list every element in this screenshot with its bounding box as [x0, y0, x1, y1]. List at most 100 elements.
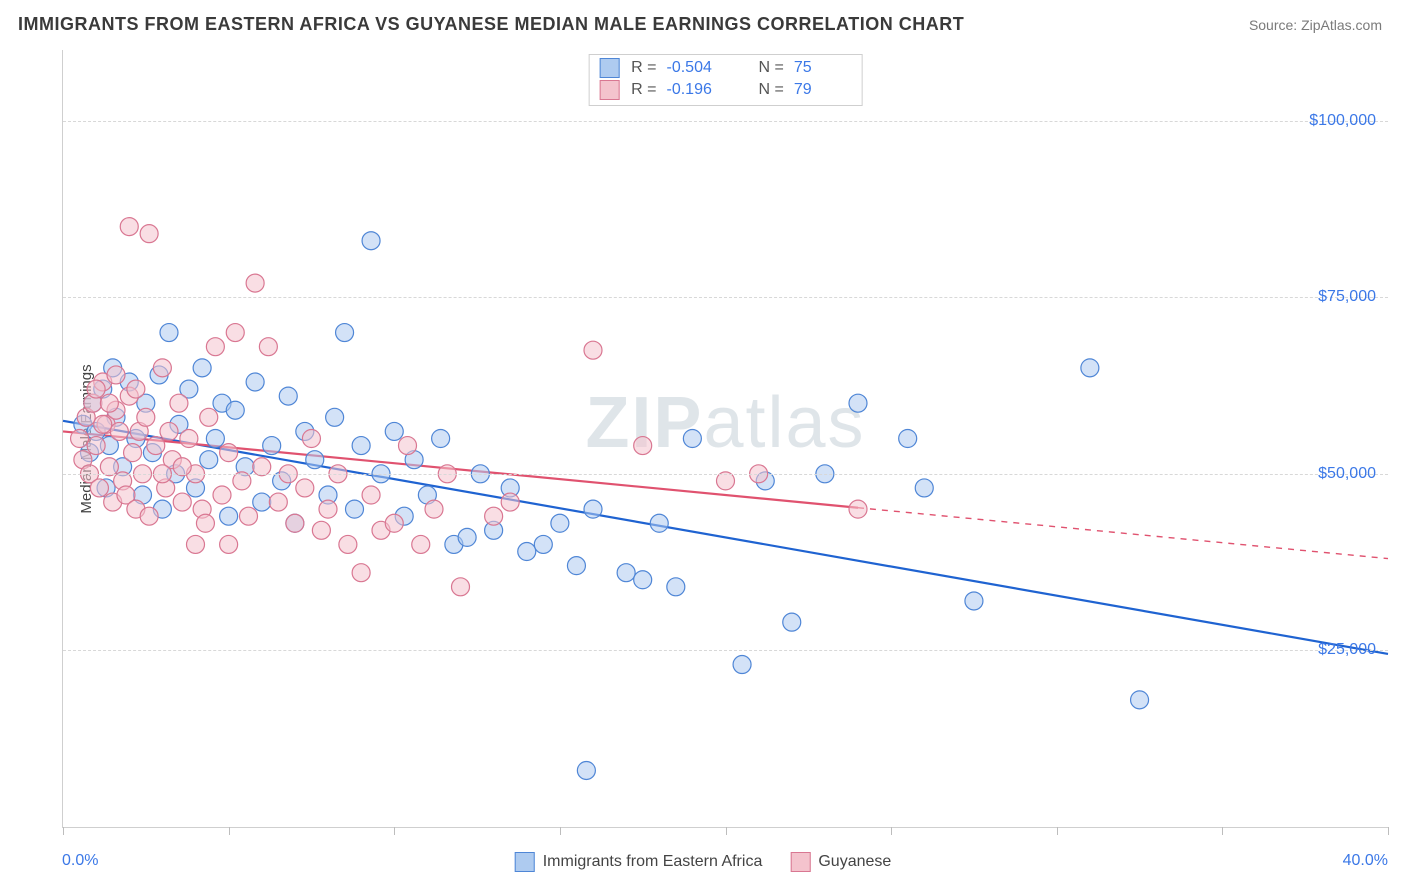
- corr-n-label: N =: [759, 57, 784, 79]
- y-tick-label: $25,000: [1318, 641, 1376, 659]
- data-point-guyanese: [147, 437, 165, 455]
- x-axis-max-label: 40.0%: [1343, 852, 1388, 870]
- data-point-guyanese: [213, 486, 231, 504]
- data-point-guyanese: [153, 359, 171, 377]
- data-point-guyanese: [87, 380, 105, 398]
- data-point-guyanese: [187, 535, 205, 553]
- data-point-eastern_africa: [783, 613, 801, 631]
- data-point-eastern_africa: [346, 500, 364, 518]
- data-point-guyanese: [226, 324, 244, 342]
- data-point-eastern_africa: [458, 528, 476, 546]
- data-point-guyanese: [269, 493, 287, 511]
- data-point-eastern_africa: [432, 430, 450, 448]
- y-tick-label: $50,000: [1318, 465, 1376, 483]
- corr-row-eastern_africa: R = -0.504 N = 75: [599, 57, 850, 79]
- data-point-guyanese: [399, 437, 417, 455]
- data-point-eastern_africa: [246, 373, 264, 391]
- data-point-guyanese: [412, 535, 430, 553]
- corr-r-value-guyanese: -0.196: [667, 79, 723, 101]
- legend-label: Immigrants from Eastern Africa: [543, 853, 763, 871]
- data-point-guyanese: [173, 493, 191, 511]
- data-point-eastern_africa: [1081, 359, 1099, 377]
- data-point-guyanese: [312, 521, 330, 539]
- data-point-guyanese: [127, 380, 145, 398]
- regression-line-eastern_africa: [63, 421, 1388, 654]
- data-point-guyanese: [501, 493, 519, 511]
- x-axis-min-label: 0.0%: [62, 852, 98, 870]
- legend-swatch: [790, 852, 810, 872]
- data-point-eastern_africa: [263, 437, 281, 455]
- correlation-legend: R = -0.504 N = 75 R = -0.196 N = 79: [588, 54, 863, 106]
- corr-n-label: N =: [759, 79, 784, 101]
- x-tick: [726, 827, 727, 835]
- gridline: [63, 297, 1388, 298]
- data-point-guyanese: [200, 408, 218, 426]
- data-point-eastern_africa: [200, 451, 218, 469]
- data-point-guyanese: [120, 218, 138, 236]
- data-point-guyanese: [180, 430, 198, 448]
- corr-r-label: R =: [631, 79, 656, 101]
- bottom-legend: Immigrants from Eastern Africa Guyanese: [515, 852, 892, 872]
- data-point-eastern_africa: [253, 493, 271, 511]
- data-point-guyanese: [196, 514, 214, 532]
- data-point-guyanese: [140, 507, 158, 525]
- data-point-eastern_africa: [634, 571, 652, 589]
- data-point-eastern_africa: [220, 507, 238, 525]
- legend-swatch-guyanese: [599, 80, 619, 100]
- data-point-guyanese: [634, 437, 652, 455]
- x-tick: [891, 827, 892, 835]
- corr-r-label: R =: [631, 57, 656, 79]
- data-point-guyanese: [110, 422, 128, 440]
- regression-line-guyanese-dashed: [858, 508, 1388, 559]
- data-point-eastern_africa: [650, 514, 668, 532]
- data-point-guyanese: [584, 341, 602, 359]
- data-point-eastern_africa: [534, 535, 552, 553]
- data-point-guyanese: [137, 408, 155, 426]
- data-point-guyanese: [452, 578, 470, 596]
- data-point-eastern_africa: [567, 557, 585, 575]
- data-point-guyanese: [140, 225, 158, 243]
- corr-r-value-eastern_africa: -0.504: [667, 57, 723, 79]
- legend-label: Guyanese: [818, 853, 891, 871]
- data-point-eastern_africa: [667, 578, 685, 596]
- data-point-guyanese: [160, 422, 178, 440]
- data-point-guyanese: [302, 430, 320, 448]
- data-point-eastern_africa: [899, 430, 917, 448]
- data-point-guyanese: [319, 500, 337, 518]
- x-tick: [229, 827, 230, 835]
- plot-svg: [63, 50, 1388, 827]
- corr-row-guyanese: R = -0.196 N = 79: [599, 79, 850, 101]
- data-point-guyanese: [425, 500, 443, 518]
- data-point-guyanese: [71, 430, 89, 448]
- x-tick: [394, 827, 395, 835]
- data-point-guyanese: [385, 514, 403, 532]
- data-point-eastern_africa: [965, 592, 983, 610]
- data-point-eastern_africa: [518, 543, 536, 561]
- data-point-eastern_africa: [551, 514, 569, 532]
- data-point-guyanese: [849, 500, 867, 518]
- data-point-guyanese: [296, 479, 314, 497]
- y-tick-label: $100,000: [1309, 112, 1376, 130]
- data-point-eastern_africa: [617, 564, 635, 582]
- x-tick: [63, 827, 64, 835]
- data-point-guyanese: [339, 535, 357, 553]
- data-point-eastern_africa: [352, 437, 370, 455]
- legend-swatch: [515, 852, 535, 872]
- data-point-guyanese: [362, 486, 380, 504]
- y-tick-label: $75,000: [1318, 288, 1376, 306]
- gridline: [63, 121, 1388, 122]
- data-point-eastern_africa: [584, 500, 602, 518]
- gridline: [63, 474, 1388, 475]
- data-point-guyanese: [220, 535, 238, 553]
- data-point-eastern_africa: [733, 656, 751, 674]
- x-tick: [1222, 827, 1223, 835]
- x-tick: [560, 827, 561, 835]
- data-point-eastern_africa: [1131, 691, 1149, 709]
- gridline: [63, 650, 1388, 651]
- data-point-guyanese: [352, 564, 370, 582]
- data-point-eastern_africa: [577, 761, 595, 779]
- data-point-guyanese: [259, 338, 277, 356]
- data-point-guyanese: [87, 437, 105, 455]
- data-point-eastern_africa: [193, 359, 211, 377]
- data-point-eastern_africa: [336, 324, 354, 342]
